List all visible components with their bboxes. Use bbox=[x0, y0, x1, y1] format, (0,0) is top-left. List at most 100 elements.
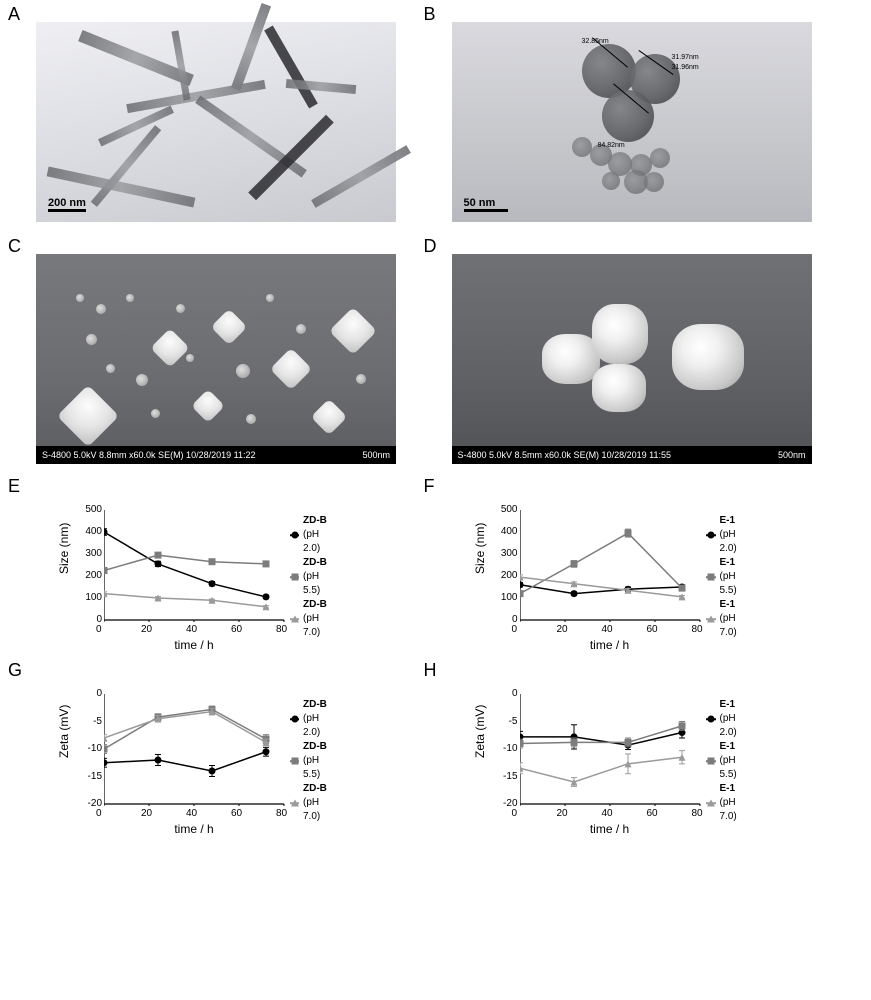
x-tick-label: 0 bbox=[96, 624, 102, 635]
x-tick-label: 60 bbox=[231, 808, 242, 819]
sem-image-C: S-4800 5.0kV 8.8mm x60.0k SE(M) 10/28/20… bbox=[36, 254, 396, 464]
legend: ZD-B (pH 2.0)ZD-B (pH 5.5)ZD-B (pH 7.0) bbox=[290, 514, 331, 640]
y-tick-label: 300 bbox=[74, 548, 102, 559]
x-tick-label: 40 bbox=[186, 624, 197, 635]
chart-E: Size (nm)0204060800100200300400500time /… bbox=[70, 504, 310, 644]
x-tick-label: 80 bbox=[692, 808, 703, 819]
panel-label-E: E bbox=[8, 476, 20, 497]
legend-item: ZD-B (pH 5.5) bbox=[290, 740, 331, 782]
y-tick-label: -10 bbox=[490, 743, 518, 754]
y-tick-label: 300 bbox=[490, 548, 518, 559]
sem-meta-C-right: 500nm bbox=[362, 446, 390, 464]
chart-G: Zeta (mV)020406080-20-15-10-50time / hZD… bbox=[70, 688, 310, 828]
y-tick-label: -15 bbox=[74, 771, 102, 782]
legend: ZD-B (pH 2.0)ZD-B (pH 5.5)ZD-B (pH 7.0) bbox=[290, 698, 331, 824]
x-tick-label: 20 bbox=[557, 624, 568, 635]
y-tick-label: -5 bbox=[74, 716, 102, 727]
legend-item: ZD-B (pH 2.0) bbox=[290, 698, 331, 740]
legend: E-1 (pH 2.0)E-1 (pH 5.5)E-1 (pH 7.0) bbox=[706, 698, 747, 824]
y-tick-label: -5 bbox=[490, 716, 518, 727]
y-tick-label: 0 bbox=[490, 688, 518, 699]
tem-image-A: 200 nm bbox=[36, 22, 396, 222]
x-tick-label: 80 bbox=[276, 624, 287, 635]
meas-B-3: 31.96nm bbox=[672, 64, 699, 71]
y-tick-label: 100 bbox=[74, 592, 102, 603]
y-tick-label: -20 bbox=[74, 798, 102, 809]
legend-item: ZD-B (pH 7.0) bbox=[290, 598, 331, 640]
y-tick-label: -20 bbox=[490, 798, 518, 809]
x-tick-label: 40 bbox=[602, 624, 613, 635]
panel-D: D S-4800 5.0kV 8.5mm x60.0k SE(M) 10/28/… bbox=[436, 240, 852, 464]
x-axis-label: time / h bbox=[174, 822, 213, 834]
y-tick-label: 100 bbox=[490, 592, 518, 603]
meas-B-1: 32.85nm bbox=[582, 38, 609, 45]
panel-G: G Zeta (mV)020406080-20-15-10-50time / h… bbox=[20, 664, 436, 844]
y-tick-label: 400 bbox=[490, 526, 518, 537]
panel-label-B: B bbox=[424, 4, 436, 25]
panel-B: B 32.85nm 31.97nm 31.96nm 84.82nm bbox=[436, 8, 852, 222]
panel-H: H Zeta (mV)020406080-20-15-10-50time / h… bbox=[436, 664, 852, 844]
y-axis-label: Size (nm) bbox=[473, 523, 487, 574]
y-tick-label: 200 bbox=[490, 570, 518, 581]
figure: A 200 nm B bbox=[0, 0, 871, 864]
x-tick-label: 20 bbox=[141, 808, 152, 819]
legend-item: E-1 (pH 7.0) bbox=[706, 598, 747, 640]
legend-item: E-1 (pH 2.0) bbox=[706, 698, 747, 740]
meas-B-4: 84.82nm bbox=[598, 142, 625, 149]
sem-meta-D-right: 500nm bbox=[778, 446, 806, 464]
y-axis-label: Zeta (mV) bbox=[57, 705, 71, 758]
legend-item: E-1 (pH 5.5) bbox=[706, 740, 747, 782]
x-tick-label: 60 bbox=[231, 624, 242, 635]
panel-label-C: C bbox=[8, 236, 21, 257]
y-tick-label: 500 bbox=[490, 504, 518, 515]
legend-item: ZD-B (pH 7.0) bbox=[290, 782, 331, 824]
y-tick-label: -10 bbox=[74, 743, 102, 754]
panel-label-H: H bbox=[424, 660, 437, 681]
legend-item: ZD-B (pH 5.5) bbox=[290, 556, 331, 598]
x-tick-label: 80 bbox=[276, 808, 287, 819]
sem-meta-D-left: S-4800 5.0kV 8.5mm x60.0k SE(M) 10/28/20… bbox=[458, 446, 671, 464]
y-tick-label: 0 bbox=[490, 614, 518, 625]
panel-label-G: G bbox=[8, 660, 22, 681]
x-tick-label: 60 bbox=[647, 624, 658, 635]
legend-item: E-1 (pH 7.0) bbox=[706, 782, 747, 824]
legend: E-1 (pH 2.0)E-1 (pH 5.5)E-1 (pH 7.0) bbox=[706, 514, 747, 640]
x-tick-label: 0 bbox=[512, 624, 518, 635]
panel-label-D: D bbox=[424, 236, 437, 257]
x-tick-label: 80 bbox=[692, 624, 703, 635]
x-axis-label: time / h bbox=[174, 638, 213, 650]
chart-H: Zeta (mV)020406080-20-15-10-50time / hE-… bbox=[486, 688, 726, 828]
y-tick-label: 500 bbox=[74, 504, 102, 515]
meas-B-2: 31.97nm bbox=[672, 54, 699, 61]
legend-item: ZD-B (pH 2.0) bbox=[290, 514, 331, 556]
panel-label-F: F bbox=[424, 476, 435, 497]
tem-image-B: 32.85nm 31.97nm 31.96nm 84.82nm 50 nm bbox=[452, 22, 812, 222]
x-axis-label: time / h bbox=[590, 822, 629, 834]
x-tick-label: 0 bbox=[512, 808, 518, 819]
y-tick-label: 200 bbox=[74, 570, 102, 581]
chart-F: Size (nm)0204060800100200300400500time /… bbox=[486, 504, 726, 644]
scalebar-B-text: 50 nm bbox=[464, 197, 496, 209]
panel-C: C bbox=[20, 240, 436, 464]
panel-A: A 200 nm bbox=[20, 8, 436, 222]
panel-label-A: A bbox=[8, 4, 20, 25]
x-tick-label: 20 bbox=[557, 808, 568, 819]
x-tick-label: 40 bbox=[602, 808, 613, 819]
sem-strip-D: S-4800 5.0kV 8.5mm x60.0k SE(M) 10/28/20… bbox=[452, 446, 812, 464]
y-tick-label: 400 bbox=[74, 526, 102, 537]
x-axis-label: time / h bbox=[590, 638, 629, 650]
y-axis-label: Size (nm) bbox=[57, 523, 71, 574]
sem-meta-C-left: S-4800 5.0kV 8.8mm x60.0k SE(M) 10/28/20… bbox=[42, 446, 255, 464]
sem-image-D: S-4800 5.0kV 8.5mm x60.0k SE(M) 10/28/20… bbox=[452, 254, 812, 464]
x-tick-label: 20 bbox=[141, 624, 152, 635]
legend-item: E-1 (pH 5.5) bbox=[706, 556, 747, 598]
x-tick-label: 40 bbox=[186, 808, 197, 819]
y-tick-label: -15 bbox=[490, 771, 518, 782]
scalebar-A-text: 200 nm bbox=[48, 197, 86, 209]
panel-F: F Size (nm)0204060800100200300400500time… bbox=[436, 480, 852, 660]
y-axis-label: Zeta (mV) bbox=[473, 705, 487, 758]
sem-strip-C: S-4800 5.0kV 8.8mm x60.0k SE(M) 10/28/20… bbox=[36, 446, 396, 464]
panel-E: E Size (nm)0204060800100200300400500time… bbox=[20, 480, 436, 660]
legend-item: E-1 (pH 2.0) bbox=[706, 514, 747, 556]
y-tick-label: 0 bbox=[74, 614, 102, 625]
